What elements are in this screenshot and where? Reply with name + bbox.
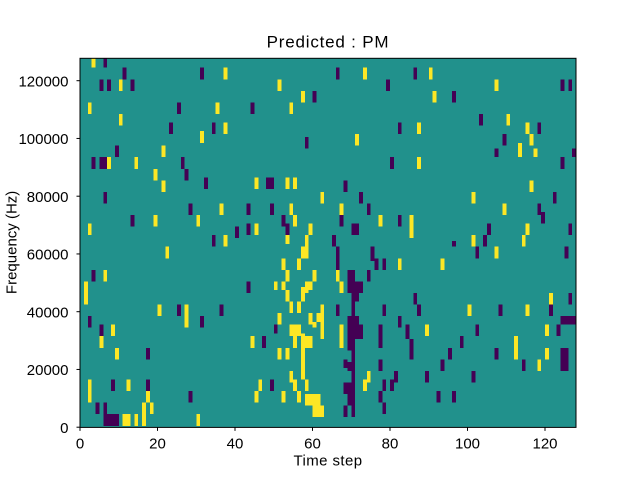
svg-text:0: 0 <box>60 420 68 437</box>
svg-text:40: 40 <box>227 436 244 453</box>
svg-text:0: 0 <box>76 436 84 453</box>
svg-text:100000: 100000 <box>18 131 68 148</box>
svg-text:20000: 20000 <box>27 362 69 379</box>
svg-text:40000: 40000 <box>27 304 69 321</box>
svg-text:120000: 120000 <box>18 73 68 90</box>
svg-text:100: 100 <box>455 436 480 453</box>
svg-text:80: 80 <box>382 436 399 453</box>
svg-text:20: 20 <box>149 436 166 453</box>
svg-text:Frequency (Hz): Frequency (Hz) <box>4 191 21 294</box>
svg-text:Predicted : PM: Predicted : PM <box>267 32 390 51</box>
svg-text:60000: 60000 <box>27 247 69 264</box>
svg-text:60: 60 <box>304 436 321 453</box>
svg-text:Time step: Time step <box>294 453 363 470</box>
svg-text:80000: 80000 <box>27 189 69 206</box>
svg-text:120: 120 <box>532 436 557 453</box>
